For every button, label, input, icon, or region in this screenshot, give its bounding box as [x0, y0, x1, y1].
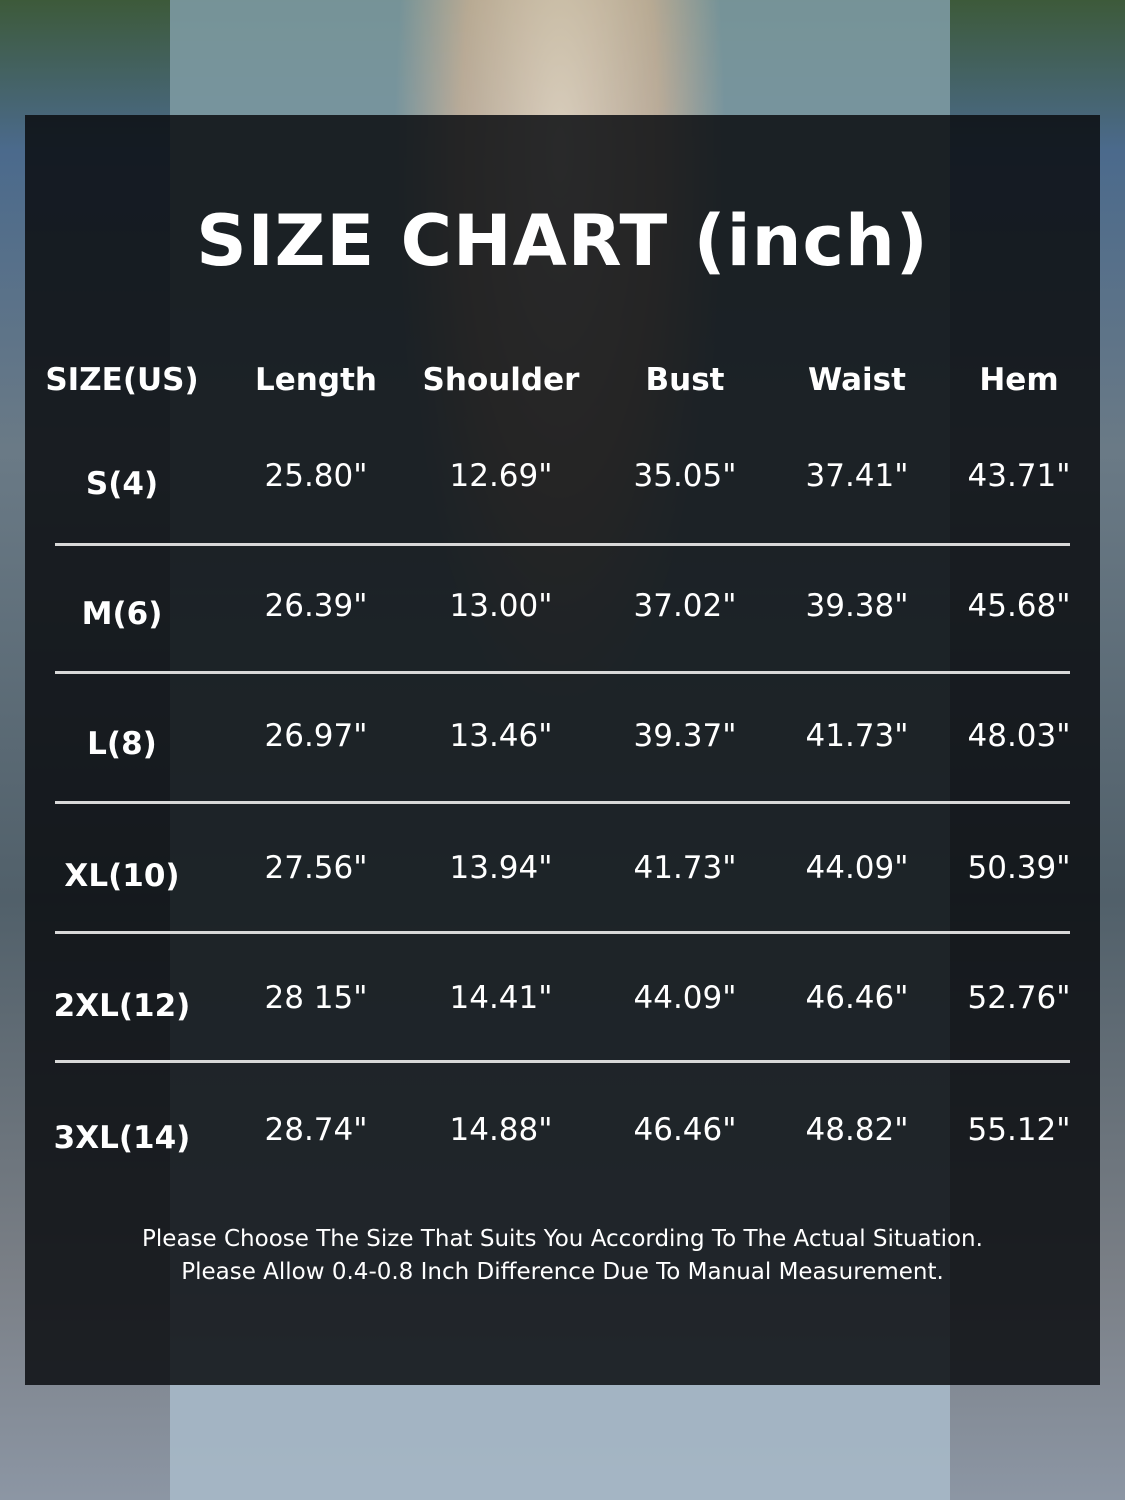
column-header: Length [255, 362, 377, 398]
table-cell: 50.39" [967, 850, 1071, 886]
column-header: Shoulder [422, 362, 580, 398]
note-2: Please Allow 0.4-0.8 Inch Difference Due… [181, 1259, 944, 1285]
table-cell: 52.76" [967, 980, 1071, 1016]
table-cell: 28 15" [264, 980, 368, 1016]
table-cell: 28.74" [264, 1112, 368, 1148]
table-cell: 25.80" [264, 458, 368, 494]
column-header: Hem [979, 362, 1059, 398]
row-divider [55, 931, 1070, 934]
table-cell: 46.46" [633, 1112, 737, 1148]
table-cell: 46.46" [805, 980, 909, 1016]
table-cell: 39.38" [805, 588, 909, 624]
row-divider [55, 671, 1070, 674]
table-cell: 14.88" [449, 1112, 553, 1148]
table-cell: 37.41" [805, 458, 909, 494]
table-cell: 48.82" [805, 1112, 909, 1148]
table-cell: 35.05" [633, 458, 737, 494]
table-cell: 44.09" [805, 850, 909, 886]
size-label: S(4) [85, 466, 159, 502]
column-header: SIZE(US) [45, 362, 199, 398]
row-divider [55, 801, 1070, 804]
table-cell: 41.73" [633, 850, 737, 886]
table-cell: 14.41" [449, 980, 553, 1016]
table-cell: 48.03" [967, 718, 1071, 754]
table-cell: 26.39" [264, 588, 368, 624]
column-header: Waist [808, 362, 906, 398]
size-label: 3XL(14) [53, 1120, 191, 1156]
table-cell: 13.46" [449, 718, 553, 754]
table-cell: 13.00" [449, 588, 553, 624]
size-label: 2XL(12) [53, 988, 191, 1024]
table-cell: 13.94" [449, 850, 553, 886]
column-header: Bust [645, 362, 725, 398]
size-chart-panel [25, 115, 1100, 1385]
table-cell: 26.97" [264, 718, 368, 754]
size-label: XL(10) [64, 858, 180, 894]
chart-title: SIZE CHART (inch) [196, 200, 929, 282]
table-cell: 27.56" [264, 850, 368, 886]
table-cell: 44.09" [633, 980, 737, 1016]
table-cell: 12.69" [449, 458, 553, 494]
row-divider [55, 1060, 1070, 1063]
table-cell: 55.12" [967, 1112, 1071, 1148]
table-cell: 45.68" [967, 588, 1071, 624]
table-cell: 37.02" [633, 588, 737, 624]
table-cell: 43.71" [967, 458, 1071, 494]
size-label: L(8) [87, 726, 157, 762]
table-cell: 41.73" [805, 718, 909, 754]
note-1: Please Choose The Size That Suits You Ac… [142, 1226, 983, 1252]
size-label: M(6) [81, 596, 163, 632]
table-cell: 39.37" [633, 718, 737, 754]
row-divider [55, 543, 1070, 546]
